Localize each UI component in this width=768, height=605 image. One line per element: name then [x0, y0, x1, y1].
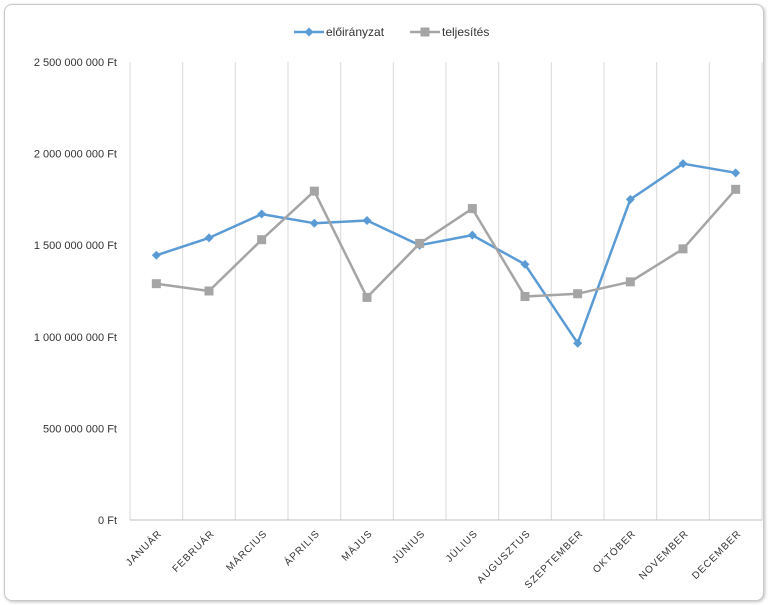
y-tick-label: 1 000 000 000 Ft	[34, 332, 117, 344]
data-point	[625, 194, 635, 204]
x-tick-label: SZEPTEMBER	[523, 528, 586, 591]
x-tick-label: DECEMBER	[690, 528, 744, 582]
x-tick-label: MÁJUS	[338, 527, 375, 564]
grid-lines	[129, 62, 763, 520]
data-point	[204, 286, 214, 296]
data-point	[309, 218, 319, 228]
x-tick-label: FEBRUÁR	[169, 527, 217, 575]
legend-label: teljesítés	[442, 25, 489, 39]
data-point	[467, 230, 477, 240]
y-tick-label: 2 000 000 000 Ft	[34, 149, 117, 161]
x-tick-label: MÁRCIUS	[223, 527, 270, 574]
data-point	[678, 244, 688, 254]
data-point	[309, 186, 319, 196]
data-point	[151, 279, 161, 289]
series-line	[156, 188, 737, 299]
legend-label: előirányzat	[326, 25, 385, 39]
legend-marker	[304, 27, 314, 37]
data-point	[467, 204, 477, 214]
data-point	[257, 209, 267, 219]
x-tick-label: AUGUSZTUS	[475, 528, 533, 586]
y-tick-label: 0 Ft	[98, 515, 117, 527]
legend-item: előirányzat	[294, 25, 385, 39]
data-point	[362, 292, 372, 302]
legend-marker	[420, 27, 430, 37]
y-tick-label: 500 000 000 Ft	[43, 423, 117, 435]
data-point	[520, 291, 530, 301]
data-point	[520, 259, 530, 269]
data-point	[204, 233, 214, 243]
data-point	[151, 250, 161, 260]
series-2	[151, 184, 741, 302]
legend: előirányzat teljesítés	[294, 25, 489, 39]
y-tick-label: 2 500 000 000 Ft	[34, 57, 117, 69]
data-point	[573, 338, 583, 348]
x-tick-label: NOVEMBER	[637, 528, 691, 582]
legend-item: teljesítés	[410, 25, 489, 39]
x-tick-label: JANUÁR	[123, 527, 165, 569]
x-tick-label: ÁPRILIS	[281, 527, 322, 568]
data-point	[573, 289, 583, 299]
series-group	[151, 159, 741, 348]
data-point	[731, 168, 741, 178]
y-axis-ticks: 0 Ft 500 000 000 Ft 1 000 000 000 Ft 1 500 …	[34, 57, 117, 527]
x-tick-label: JÚNIUS	[389, 527, 428, 566]
data-point	[731, 184, 741, 194]
x-tick-label: OKTÓBER	[590, 527, 639, 576]
x-tick-label: JÚLIUS	[443, 527, 481, 565]
data-point	[625, 277, 635, 287]
x-axis-ticks: JANUÁR FEBRUÁR MÁRCIUS ÁPRILIS MÁJUS JÚNIUS JÚ…	[123, 527, 744, 591]
data-point	[362, 215, 372, 225]
series-line	[155, 162, 736, 345]
y-tick-label: 1 500 000 000 Ft	[34, 240, 117, 252]
data-point	[257, 235, 267, 245]
data-point	[415, 238, 425, 248]
chart-frame	[4, 4, 764, 601]
data-point	[678, 159, 688, 169]
